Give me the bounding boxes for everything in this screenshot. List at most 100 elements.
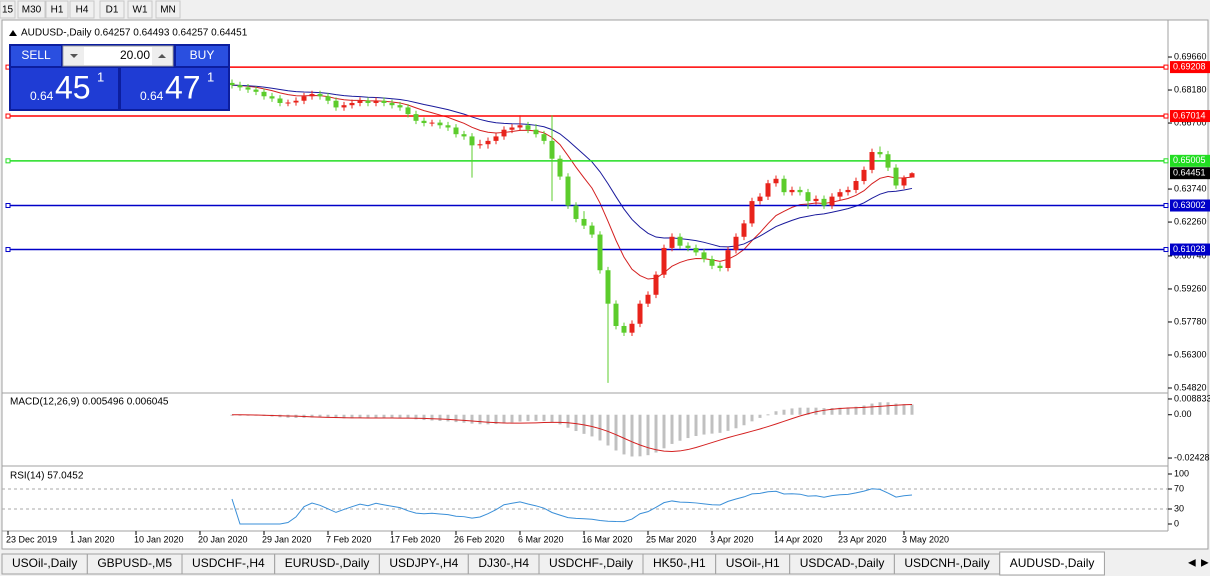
candle-body	[773, 178, 779, 184]
macd-bar	[526, 414, 530, 422]
macd-bar	[686, 414, 690, 439]
level-handle[interactable]	[5, 158, 11, 164]
down-arrow	[70, 54, 78, 58]
macd-bar	[654, 414, 658, 453]
bid-box[interactable]	[11, 68, 118, 109]
date-tick-label: 23 Apr 2020	[838, 534, 887, 544]
macd-bar	[534, 414, 538, 421]
volume-input[interactable]	[62, 45, 174, 67]
macd-title: MACD(12,26,9) 0.005496 0.006045	[10, 397, 169, 408]
timeframe-button[interactable]	[127, 0, 153, 19]
macd-signal	[231, 403, 913, 452]
timeframe-button[interactable]	[155, 0, 181, 19]
level-handle[interactable]	[5, 113, 11, 119]
timeframe-button[interactable]	[45, 0, 69, 19]
candle-body	[381, 100, 387, 103]
tab-scroll-right[interactable]: ▶	[1201, 558, 1209, 569]
candle-body	[821, 198, 827, 206]
timeframe-label[interactable]: H4	[76, 5, 89, 16]
collapse-icon[interactable]	[9, 30, 17, 36]
tab-scroll-left[interactable]: ◀	[1188, 558, 1196, 569]
candle-body	[829, 196, 835, 206]
date-tick-label: 23 Dec 2019	[6, 534, 57, 544]
candle-body	[653, 274, 659, 295]
macd-bar	[374, 414, 378, 418]
level-handle[interactable]	[1163, 113, 1169, 119]
timeframe-button[interactable]	[0, 0, 16, 19]
timeframe-label[interactable]: H1	[51, 5, 64, 16]
tab-label[interactable]: GBPUSD-,M5	[97, 556, 172, 570]
tab-label[interactable]: USDCNH-,Daily	[904, 556, 989, 570]
sell-label[interactable]: SELL	[21, 48, 51, 62]
timeframe-label[interactable]: M30	[22, 5, 42, 16]
candle-body	[805, 192, 811, 202]
macd-bar	[742, 414, 746, 426]
macd-bar	[358, 414, 362, 419]
price-tick-label: 0.54820	[1174, 382, 1207, 392]
timeframe-button[interactable]	[17, 0, 46, 19]
tab-label[interactable]: USDCHF-,H4	[192, 556, 265, 570]
level-label-bg	[1170, 154, 1210, 167]
macd-bar	[894, 403, 898, 415]
candle-body	[621, 325, 627, 333]
volume-value[interactable]: 20.00	[120, 48, 150, 62]
candle-body	[581, 218, 587, 226]
price-tick-label: 0.62260	[1174, 216, 1207, 226]
candle-body	[669, 236, 675, 248]
timeframe-label[interactable]: D1	[106, 5, 119, 16]
timeframe-button[interactable]	[69, 0, 95, 19]
macd-bar	[566, 414, 570, 428]
date-tick-label: 3 Apr 2020	[710, 534, 754, 544]
macd-bar	[342, 414, 346, 419]
timeframe-label[interactable]: 15	[2, 5, 14, 16]
level-handle[interactable]	[1163, 203, 1169, 209]
tab-label[interactable]: USDCAD-,Daily	[800, 556, 885, 570]
macd-bar	[334, 414, 338, 419]
tab-label[interactable]: USOil-,Daily	[12, 556, 77, 570]
candle-body	[461, 134, 467, 137]
candle-body	[325, 96, 331, 101]
tab-label[interactable]: EURUSD-,Daily	[285, 556, 370, 570]
candle-body	[741, 223, 747, 237]
tab-label[interactable]: DJ30-,H4	[478, 556, 529, 570]
level-handle[interactable]	[1163, 247, 1169, 253]
buy-label[interactable]: BUY	[190, 48, 215, 62]
macd-bar	[886, 402, 890, 415]
macd-bar	[558, 414, 562, 425]
macd-bar	[830, 408, 834, 415]
level-handle[interactable]	[1163, 158, 1169, 164]
level-handle[interactable]	[1163, 64, 1169, 70]
date-tick-label: 7 Feb 2020	[326, 534, 372, 544]
tab-label[interactable]: AUDUSD-,Daily	[1010, 556, 1095, 570]
candle-body	[893, 167, 899, 186]
macd-bar	[350, 414, 354, 419]
timeframe-label[interactable]: MN	[160, 5, 176, 16]
active-tab[interactable]	[999, 551, 1105, 576]
candle-body	[245, 87, 251, 90]
tab-label[interactable]: USDCHF-,Daily	[549, 556, 633, 570]
macd-bar	[662, 414, 666, 449]
timeframe-button[interactable]	[99, 0, 125, 19]
candle-body	[445, 125, 451, 128]
rsi-line	[231, 488, 913, 525]
timeframe-label[interactable]: W1	[133, 5, 148, 16]
macd-bar	[622, 414, 626, 455]
ask-box[interactable]	[121, 68, 228, 109]
level-handle[interactable]	[5, 247, 11, 253]
last-price-bg	[1170, 167, 1210, 180]
macd-bar	[310, 414, 314, 418]
candle-body	[469, 136, 475, 146]
macd-bar	[726, 414, 730, 431]
buy-button[interactable]	[176, 46, 228, 66]
tab-label[interactable]: HK50-,H1	[653, 556, 706, 570]
macd-bar	[638, 414, 642, 457]
tab-label[interactable]: USOil-,H1	[726, 556, 780, 570]
sell-button[interactable]	[11, 46, 61, 66]
macd-bar	[774, 411, 778, 415]
tab-label[interactable]: USDJPY-,H4	[389, 556, 458, 570]
candle-body	[813, 198, 819, 202]
macd-bar	[326, 414, 330, 418]
level-handle[interactable]	[5, 203, 11, 209]
candle-body	[853, 181, 859, 190]
candle-body	[733, 236, 739, 251]
